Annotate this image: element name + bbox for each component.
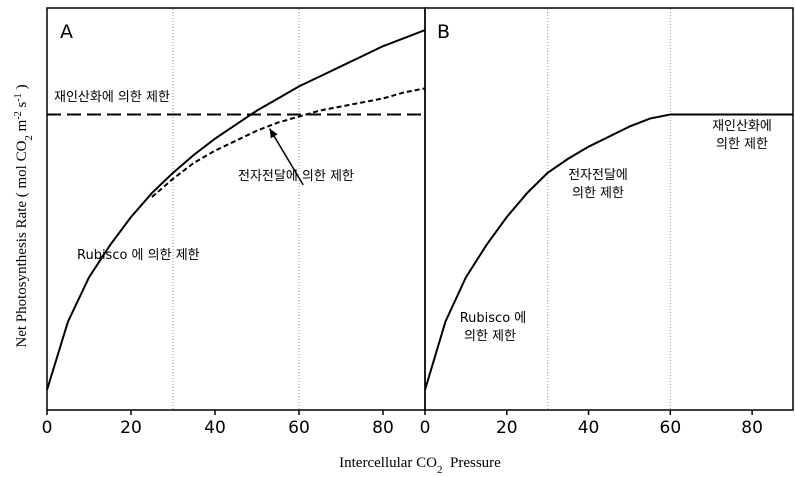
- x-axis-label: Intercellular CO2 Pressure: [339, 455, 501, 476]
- panel-b-x-tick-label-20: 20: [496, 418, 518, 438]
- y-axis-label-m-exp: -2: [13, 111, 24, 119]
- panel-a-frame: [46, 7, 426, 411]
- panel-b-x-tick-label-40: 40: [578, 418, 600, 438]
- panel-b-plot: [424, 9, 793, 409]
- x-axis-label-sub: 2: [437, 464, 443, 476]
- x-axis-label-main: Intercellular CO: [339, 455, 437, 471]
- panel-a-x-ticks: 0 20 40 60 80: [42, 410, 394, 438]
- y-axis-label-s: s: [14, 102, 30, 112]
- panel-b-series-net-rate: [424, 113, 793, 391]
- panel-a-series-electron-transport: [151, 87, 426, 198]
- annotation-regeneration-limit: 재인산화에 의한 제한: [54, 90, 170, 105]
- panel-a-x-tick-label-80: 80: [372, 418, 394, 438]
- y-axis-label-s-exp: -1: [13, 93, 24, 101]
- panel-a-x-tick-label-0: 0: [42, 418, 53, 438]
- panel-b-label: B: [437, 21, 450, 43]
- y-axis-label-main: Net Photosynthesis Rate ( mol CO: [14, 140, 30, 347]
- annotation-b-rubisco-line2: 의한 제한: [464, 329, 516, 344]
- panel-b-x-tick-label-0: 0: [420, 418, 431, 438]
- y-axis-label-sub: 2: [23, 135, 35, 141]
- annotation-b-regeneration-line2: 의한 제한: [716, 137, 768, 152]
- panel-b-x-ticks: 0 20 40 60 80: [420, 410, 763, 438]
- panel-a-x-tick-label-20: 20: [120, 418, 142, 438]
- panel-a-x-tick-label-60: 60: [288, 418, 310, 438]
- panel-a-x-tick-label-40: 40: [204, 418, 226, 438]
- panel-a: A 0 20 40 60 80 재인산화에 의한 제한 전자전달에 의한 제한 Rubi…: [42, 7, 426, 438]
- panel-a-label: A: [60, 21, 73, 43]
- panel-a-series-rubisco: [46, 29, 426, 391]
- annotation-arrow-head: [269, 128, 278, 139]
- panel-b-frame: [424, 7, 794, 411]
- annotation-b-regeneration-line1: 재인산화에: [712, 119, 772, 134]
- panel-b: B 0 20 40 60 80 Rubisco 에 의한 제한 전자전달에 의한 제한 …: [420, 7, 794, 438]
- y-axis-label: Net Photosynthesis Rate ( mol CO2 m-2 s-…: [13, 84, 36, 347]
- annotation-electron-transport-limit: 전자전달에 의한 제한: [238, 169, 354, 184]
- y-axis-label-m: m: [14, 119, 30, 135]
- annotation-b-electron-line2: 의한 제한: [572, 186, 624, 201]
- annotation-arrow-line: [268, 128, 304, 186]
- annotation-b-rubisco-line1: Rubisco 에: [460, 311, 527, 326]
- annotation-rubisco-limit: Rubisco 에 의한 제한: [77, 248, 200, 263]
- y-axis-label-close: ): [14, 84, 30, 89]
- annotation-b-electron-line1: 전자전달에: [568, 168, 628, 183]
- panel-b-x-tick-label-80: 80: [741, 418, 763, 438]
- panel-b-x-tick-label-60: 60: [660, 418, 682, 438]
- panel-a-plot: [46, 9, 426, 409]
- x-axis-label-rest: Pressure: [443, 455, 502, 471]
